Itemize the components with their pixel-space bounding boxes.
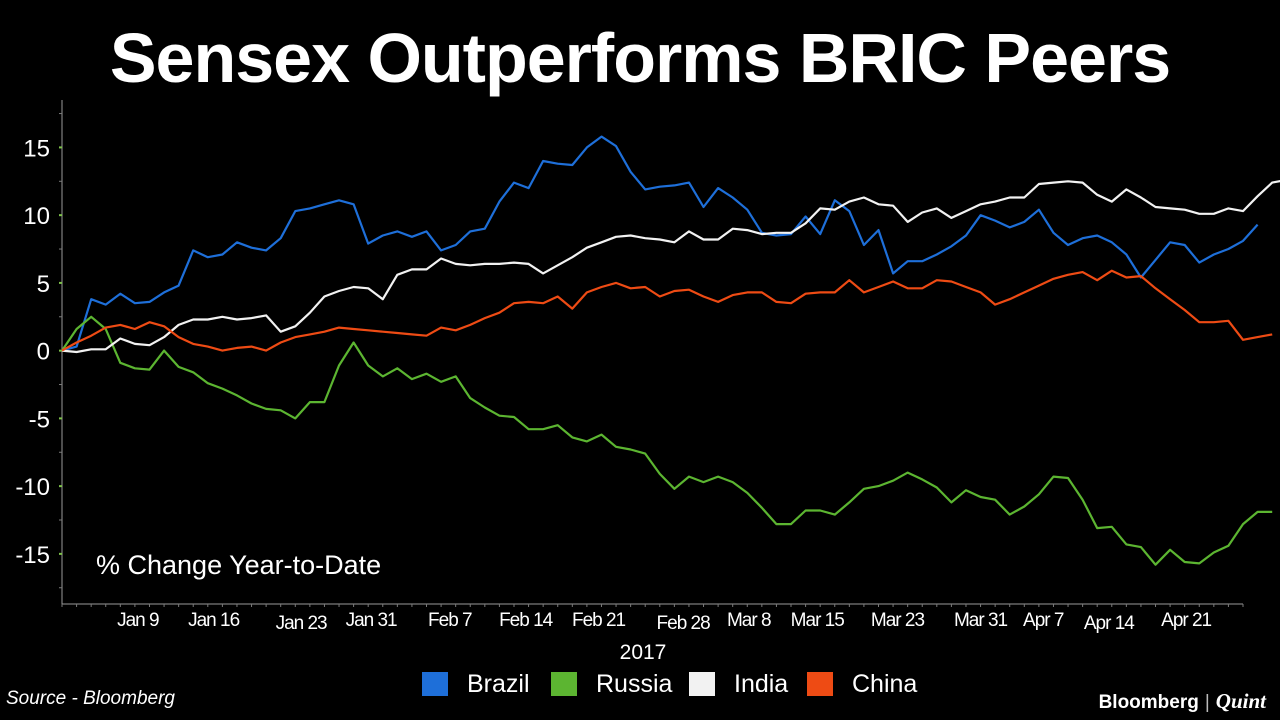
y-tick-label: 0 [37,339,50,366]
legend-swatch-brazil [422,672,448,696]
x-tick-label: Feb 21 [572,610,626,631]
legend-label-russia: Russia [596,670,673,698]
y-tick-label: 5 [37,271,50,298]
x-tick-label: Apr 21 [1161,610,1211,631]
x-tick-label: Jan 16 [188,610,239,631]
series-line-brazil [61,135,1259,352]
brand-quint: Quint [1215,689,1266,713]
x-tick-label: Mar 31 [954,610,1008,631]
y-tick-label: -10 [15,474,50,501]
x-axis-ticks: Jan 9 Jan 16 Jan 23 Jan 31 Feb 7 Feb 14 Feb 21… [61,604,1244,664]
chart-annotation: % Change Year-to-Date [96,550,381,580]
y-tick-label: -15 [15,542,50,569]
y-tick-label: -5 [29,406,50,433]
x-axis-title: 2017 [620,641,667,664]
series-line-india [61,180,1280,354]
x-tick-label: Mar 15 [791,610,845,631]
x-tick-label: Jan 31 [346,610,397,631]
annotation-layer: % Change Year-to-Date [96,550,381,580]
y-tick-label: 10 [23,203,50,230]
x-tick-label: Jan 23 [276,613,327,634]
x-tick-label: Mar 23 [871,610,925,631]
x-tick-label: Apr 14 [1084,613,1135,634]
chart-title: Sensex Outperforms BRIC Peers [109,19,1171,97]
source-note: Source - Bloomberg [6,688,175,709]
legend-swatch-china [807,672,833,696]
brand-separator: | [1204,692,1210,713]
x-tick-label: Jan 9 [117,610,159,631]
y-axis-ticks: 15 10 5 0 -5 -10 -15 [15,113,62,589]
x-tick-label: Feb 7 [428,610,472,631]
series-line-china [61,269,1273,352]
y-tick-label: 15 [23,135,50,162]
legend: Brazil Russia India China [422,670,917,698]
axes [61,100,1243,605]
series-line-russia [61,315,1273,566]
legend-swatch-russia [551,672,577,696]
legend-label-brazil: Brazil [467,670,530,698]
x-tick-label: Feb 28 [657,613,711,634]
series-lines [61,135,1280,566]
legend-label-india: India [734,670,788,698]
brand-logo: Bloomberg | Quint [1099,689,1266,714]
brand-bloomberg: Bloomberg [1098,692,1199,713]
legend-swatch-india [689,672,715,696]
x-tick-label: Apr 7 [1023,610,1064,631]
x-tick-label: Mar 8 [727,610,771,631]
legend-label-china: China [852,670,917,698]
x-tick-label: Feb 14 [499,610,554,631]
